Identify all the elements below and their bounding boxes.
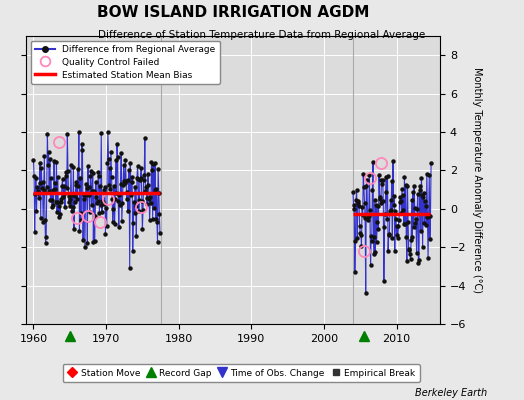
Legend: Difference from Regional Average, Quality Control Failed, Estimated Station Mean: Difference from Regional Average, Qualit… — [31, 40, 220, 84]
Y-axis label: Monthly Temperature Anomaly Difference (°C): Monthly Temperature Anomaly Difference (… — [472, 67, 482, 293]
Legend: Station Move, Record Gap, Time of Obs. Change, Empirical Break: Station Move, Record Gap, Time of Obs. C… — [62, 364, 420, 382]
Title: BOW ISLAND IRRIGATION AGDM: BOW ISLAND IRRIGATION AGDM — [97, 4, 369, 20]
Text: Berkeley Earth: Berkeley Earth — [415, 388, 487, 398]
Text: Difference of Station Temperature Data from Regional Average: Difference of Station Temperature Data f… — [99, 30, 425, 40]
